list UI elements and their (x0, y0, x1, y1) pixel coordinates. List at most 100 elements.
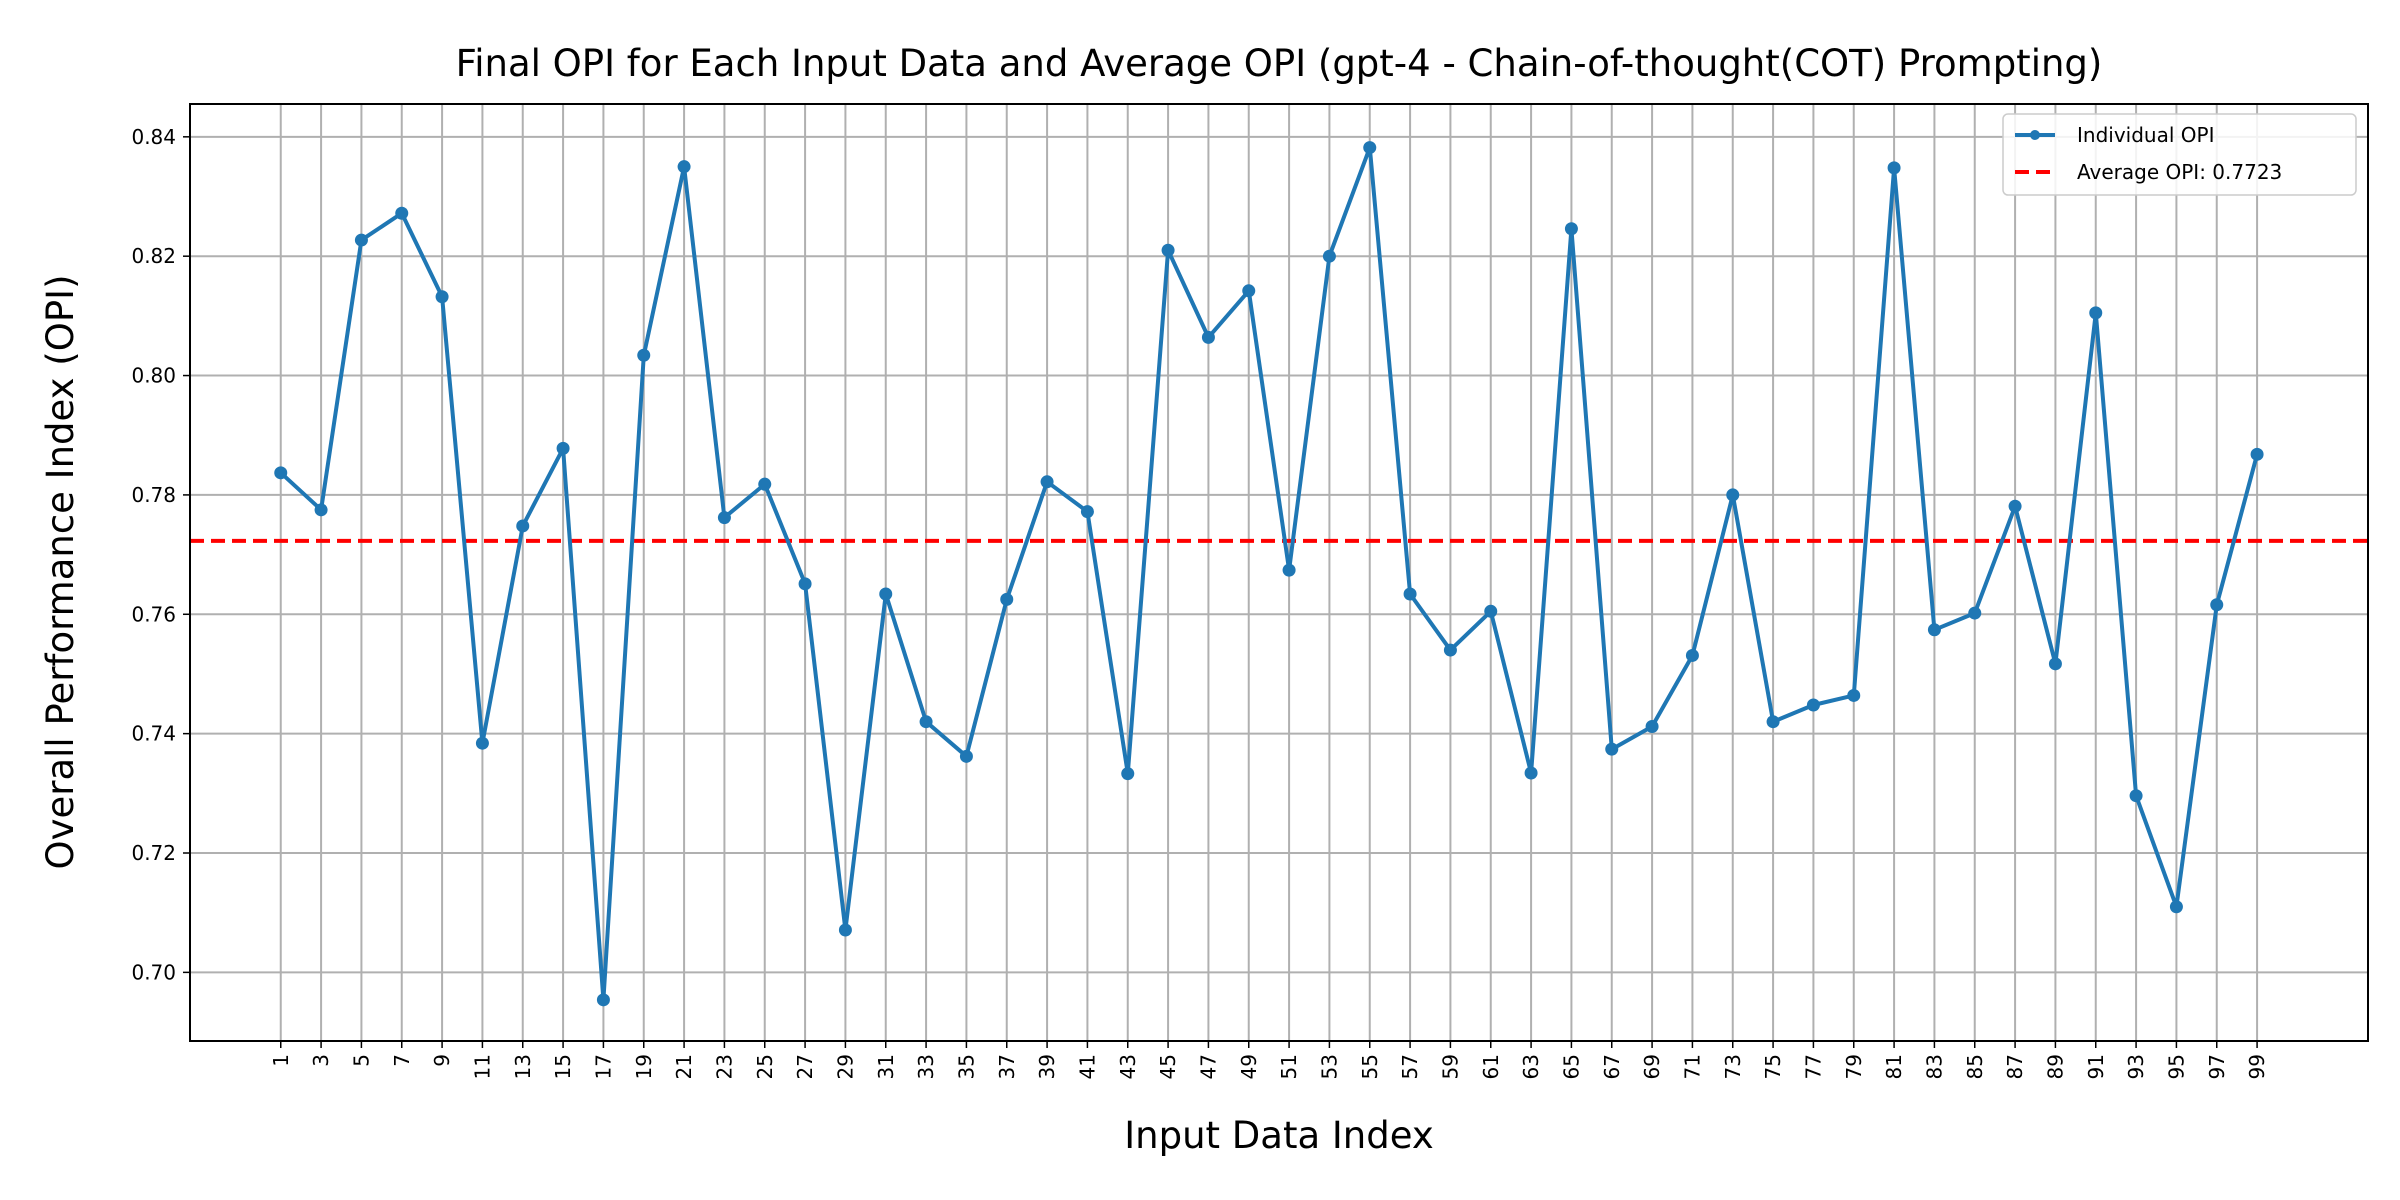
individual-opi-point (1484, 604, 1498, 618)
x-tick-label: 25 (753, 1054, 777, 1079)
y-axis-label: Overall Performance Index (OPI) (39, 274, 82, 869)
x-tick-label: 63 (1519, 1054, 1543, 1079)
x-tick-label: 59 (1438, 1054, 1462, 1079)
x-tick-label: 81 (1882, 1054, 1906, 1079)
x-tick-label: 71 (1680, 1054, 1704, 1079)
legend-label-individual-opi: Individual OPI (2077, 123, 2214, 147)
individual-opi-point (758, 477, 772, 491)
individual-opi-point (1363, 141, 1377, 155)
x-tick-label: 1 (269, 1054, 293, 1067)
individual-opi-point (2250, 447, 2264, 461)
grid-layer (190, 104, 2368, 1041)
individual-opi-point (1121, 767, 1135, 781)
individual-opi-point (274, 466, 288, 480)
x-tick-label: 69 (1640, 1054, 1664, 1079)
individual-opi-point (1443, 643, 1457, 657)
x-tick-label: 33 (914, 1054, 938, 1079)
x-tick-label: 95 (2164, 1054, 2188, 1079)
y-tick-label: 0.84 (131, 125, 176, 149)
x-tick-label: 15 (551, 1054, 575, 1079)
individual-opi-point (919, 715, 933, 729)
individual-opi-point (1564, 222, 1578, 236)
individual-opi-point (395, 206, 409, 220)
x-tick-label: 21 (672, 1054, 696, 1079)
individual-opi-point (1080, 505, 1094, 519)
x-tick-label: 85 (1963, 1054, 1987, 1079)
individual-opi-point (959, 749, 973, 763)
individual-opi-point (2210, 598, 2224, 612)
y-tick-label: 0.78 (131, 483, 176, 507)
individual-opi-point (1524, 766, 1538, 780)
individual-opi-point (1766, 715, 1780, 729)
individual-opi-point (516, 519, 530, 533)
x-tick-label: 97 (2205, 1054, 2229, 1079)
individual-opi-point (2048, 657, 2062, 671)
x-tick-label: 87 (2003, 1054, 2027, 1079)
x-tick-label: 61 (1479, 1054, 1503, 1079)
legend-box (2002, 113, 2357, 196)
legend-marker-individual-opi (2030, 130, 2040, 140)
x-tick-label: 47 (1196, 1054, 1220, 1079)
individual-opi-point (435, 290, 449, 304)
y-tick-label: 0.70 (131, 960, 176, 984)
x-tick-label: 75 (1761, 1054, 1785, 1079)
individual-opi-point (1000, 592, 1014, 606)
individual-opi-point (1806, 698, 1820, 712)
x-tick-label: 41 (1075, 1054, 1099, 1079)
y-axis-ticks: 0.70 0.72 0.74 0.76 0.78 0.80 0.82 0.84 (131, 125, 190, 984)
individual-opi-point (1726, 488, 1740, 502)
x-tick-label: 39 (1035, 1054, 1059, 1079)
individual-opi-point (2089, 306, 2103, 320)
plot-frame (189, 103, 2369, 1042)
individual-opi-point (1927, 623, 1941, 637)
x-tick-label: 9 (430, 1054, 454, 1067)
x-tick-label: 49 (1237, 1054, 1261, 1079)
individual-opi-line (279, 145, 2260, 1002)
individual-opi-point (556, 441, 570, 455)
x-tick-label: 19 (632, 1054, 656, 1079)
individual-opi-point (1685, 648, 1699, 662)
individual-opi-point (2129, 789, 2143, 803)
x-tick-label: 91 (2084, 1054, 2108, 1079)
data-layer (190, 141, 2368, 1007)
individual-opi-point (1847, 688, 1861, 702)
individual-opi-point (1282, 563, 1296, 577)
x-tick-label: 83 (1922, 1054, 1946, 1079)
individual-opi-point (354, 233, 368, 247)
x-axis-ticks: 1 3 5 7 9 11 13 15 17 19 21 23 25 27 29 31 33 35 37 39 41 43 4… (269, 1041, 2269, 1079)
individual-opi-point (838, 923, 852, 937)
individual-opi-point (1887, 161, 1901, 175)
y-tick-label: 0.80 (131, 364, 176, 388)
y-tick-label: 0.76 (131, 602, 176, 626)
individual-opi-point (677, 160, 691, 174)
x-tick-label: 67 (1600, 1054, 1624, 1079)
x-tick-label: 93 (2124, 1054, 2148, 1079)
x-tick-label: 5 (349, 1054, 373, 1067)
individual-opi-point (1645, 719, 1659, 733)
individual-opi-point (1403, 587, 1417, 601)
individual-opi-point (798, 577, 812, 591)
x-tick-label: 99 (2245, 1054, 2269, 1079)
y-tick-label: 0.72 (131, 841, 176, 865)
x-tick-label: 35 (954, 1054, 978, 1079)
chart-title: Final OPI for Each Input Data and Averag… (456, 42, 2103, 85)
individual-opi-point (717, 511, 731, 525)
individual-opi-point (1040, 475, 1054, 489)
individual-opi-point (2169, 900, 2183, 914)
legend-label-average-opi: Average OPI: 0.7723 (2077, 160, 2282, 184)
x-tick-label: 31 (874, 1054, 898, 1079)
individual-opi-point (1968, 606, 1982, 620)
x-tick-label: 77 (1801, 1054, 1825, 1079)
x-axis-label: Input Data Index (1124, 1114, 1434, 1157)
x-tick-label: 3 (309, 1054, 333, 1067)
x-tick-label: 73 (1721, 1054, 1745, 1079)
legend: Individual OPI Average OPI: 0.7723 (2002, 113, 2357, 196)
individual-opi-point (596, 993, 610, 1007)
x-tick-label: 7 (390, 1054, 414, 1067)
x-tick-label: 43 (1116, 1054, 1140, 1079)
individual-opi-point (2008, 499, 2022, 513)
individual-opi-point (879, 587, 893, 601)
individual-opi-point (1322, 249, 1336, 263)
x-tick-label: 53 (1317, 1054, 1341, 1079)
